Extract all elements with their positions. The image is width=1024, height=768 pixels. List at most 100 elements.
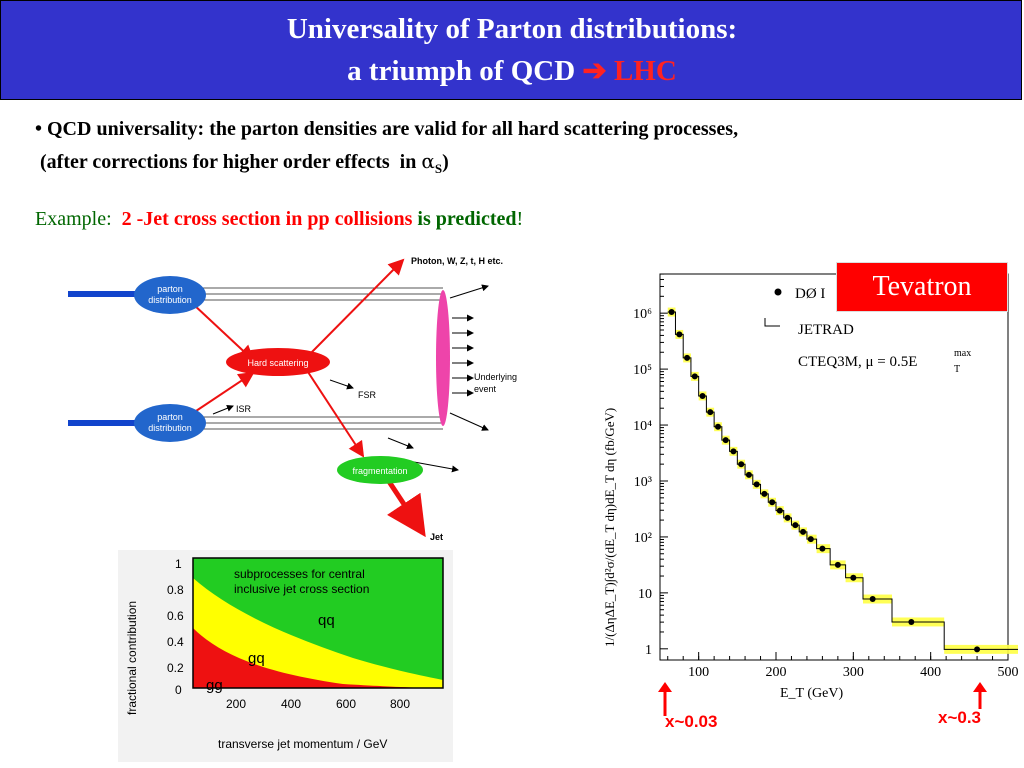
slide-title-line2: a triumph of QCD ➔ LHC — [1, 53, 1023, 88]
svg-text:FSR: FSR — [358, 390, 377, 400]
example-label: Example: — [35, 208, 122, 230]
data-point — [684, 354, 691, 361]
data-point — [908, 618, 915, 625]
data-point — [691, 373, 698, 380]
svg-text:T: T — [954, 364, 960, 375]
data-point — [807, 536, 814, 543]
parton-distribution-top — [134, 276, 206, 314]
y-tick-label: 10⁶ — [633, 307, 652, 322]
data-point — [819, 545, 826, 552]
frac-ylabel: fractional contribution — [125, 601, 139, 715]
data-point — [753, 481, 760, 488]
cross-section-chart: 100 200 300 400 500 1 10 10² 10³ 10⁴ 10⁵ 10⁶ DØ I J… — [602, 273, 1019, 701]
arrow-up-icon — [973, 682, 987, 709]
x-high-label: x~0.3 — [938, 708, 982, 727]
svg-text:800: 800 — [390, 697, 410, 711]
x-low-label: x~0.03 — [665, 712, 718, 731]
y-tick-label: 10⁵ — [633, 363, 652, 378]
x-tick-label: 100 — [688, 665, 709, 680]
x-tick-label: 400 — [920, 665, 941, 680]
data-point — [769, 499, 776, 506]
fragmentation-bubble — [337, 456, 423, 484]
x-tick-label: 200 — [766, 665, 787, 680]
data-point — [784, 514, 791, 521]
svg-text:fragmentation: fragmentation — [352, 466, 407, 476]
svg-text:400: 400 — [281, 697, 301, 711]
y-tick-label: 10² — [634, 531, 652, 546]
svg-text:600: 600 — [336, 697, 356, 711]
data-point — [745, 471, 752, 478]
data-point — [869, 596, 876, 603]
svg-text:Hard scattering: Hard scattering — [247, 358, 308, 368]
legend-jetrad: JETRAD — [798, 322, 854, 338]
svg-text:0.8: 0.8 — [167, 583, 184, 597]
data-point — [668, 309, 675, 316]
arrow-up-icon — [658, 682, 672, 716]
xs-ylabel: 1/(ΔηΔE_T)∫d²σ/(dE_T dη)dE_T dη (fb/GeV) — [602, 408, 618, 647]
tevatron-label: Tevatron — [836, 262, 1008, 312]
bullet-line1: • QCD universality: the parton densities… — [35, 118, 739, 140]
data-point — [800, 528, 807, 535]
svg-text:parton: parton — [157, 412, 183, 422]
data-point — [676, 331, 683, 338]
example-part1: 2 -Jet cross section in pp collisions — [121, 208, 413, 230]
hard-scattering-bubble — [226, 348, 330, 376]
y-tick-label: 10⁴ — [633, 419, 652, 434]
svg-text:subprocesses for central: subprocesses for central — [234, 567, 365, 581]
svg-text:max: max — [954, 348, 971, 359]
legend-d0: DØ I — [795, 286, 825, 302]
data-point — [792, 522, 799, 529]
example-line: Example: 2 -Jet cross section in pp coll… — [35, 208, 524, 230]
data-point — [850, 574, 857, 581]
title-lhc: LHC — [613, 55, 677, 87]
process-diagram: parton distribution parton distribution … — [68, 256, 517, 542]
parton-distribution-bottom — [134, 404, 206, 442]
underlying-event-ellipse — [436, 290, 450, 426]
bullet-line2: (after corrections for higher order effe… — [35, 149, 449, 176]
xs-xlabel: E_T (GeV) — [780, 686, 843, 701]
svg-text:distribution: distribution — [148, 423, 192, 433]
data-point — [707, 409, 714, 416]
legend-cteq: CTEQ3M, μ = 0.5E — [798, 354, 917, 370]
data-point — [738, 461, 745, 468]
y-tick-label: 1 — [645, 643, 652, 658]
svg-text:distribution: distribution — [148, 295, 192, 305]
data-point — [715, 423, 721, 430]
svg-text:parton: parton — [157, 284, 183, 294]
svg-text:Photon, W, Z, t, H etc.: Photon, W, Z, t, H etc. — [411, 256, 503, 266]
arrow-right-icon: ➔ — [582, 55, 607, 87]
svg-text:0.6: 0.6 — [167, 609, 184, 623]
svg-text:0.2: 0.2 — [167, 661, 184, 675]
data-point — [834, 561, 841, 568]
data-point — [761, 490, 768, 497]
x-tick-label: 300 — [843, 665, 864, 680]
svg-text:0.4: 0.4 — [167, 635, 184, 649]
data-point — [722, 437, 729, 444]
x-tick-label: 500 — [998, 665, 1019, 680]
slide-title-line1: Universality of Parton distributions: — [286, 13, 738, 45]
svg-text:ISR: ISR — [236, 404, 252, 414]
svg-text:1: 1 — [175, 557, 182, 571]
data-point — [776, 507, 783, 514]
title-banner: Universality of Parton distributions: a … — [0, 0, 1022, 100]
data-point — [730, 448, 737, 455]
svg-text:gq: gq — [248, 650, 265, 667]
data-point — [974, 646, 981, 653]
fractional-contribution-chart: 1 0.8 0.6 0.4 0.2 0 200 400 600 800 tran… — [118, 550, 453, 762]
svg-text:0: 0 — [175, 683, 182, 697]
svg-text:event: event — [474, 384, 497, 394]
svg-text:inclusive jet cross section: inclusive jet cross section — [234, 582, 369, 596]
data-point — [699, 392, 706, 399]
plot-frame — [659, 273, 1009, 661]
y-tick-label: 10 — [638, 587, 652, 602]
svg-text:Jet: Jet — [430, 532, 443, 542]
alpha-symbol: α — [421, 149, 435, 173]
svg-text:gg: gg — [206, 677, 223, 694]
svg-text:qq: qq — [318, 612, 335, 629]
svg-text:Underlying: Underlying — [474, 372, 517, 382]
title-text: a triumph of QCD — [347, 55, 576, 87]
svg-text:200: 200 — [226, 697, 246, 711]
svg-text:transverse jet momentum / GeV: transverse jet momentum / GeV — [218, 737, 387, 751]
example-part2: is predicted — [412, 208, 517, 230]
y-tick-label: 10³ — [634, 475, 652, 490]
